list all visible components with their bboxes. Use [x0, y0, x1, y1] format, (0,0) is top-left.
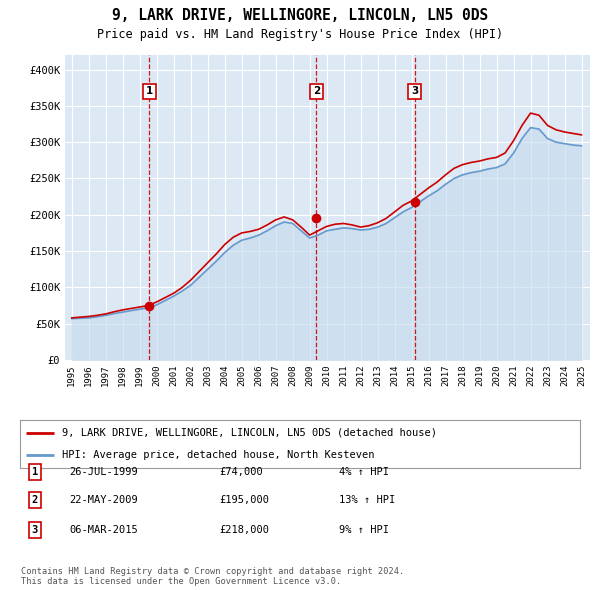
Text: 06-MAR-2015: 06-MAR-2015 — [69, 525, 138, 535]
Text: £74,000: £74,000 — [219, 467, 263, 477]
Text: 3: 3 — [32, 525, 38, 535]
Text: 2: 2 — [313, 86, 320, 96]
Text: 22-MAY-2009: 22-MAY-2009 — [69, 495, 138, 505]
Text: 9, LARK DRIVE, WELLINGORE, LINCOLN, LN5 0DS: 9, LARK DRIVE, WELLINGORE, LINCOLN, LN5 … — [112, 8, 488, 23]
Text: 9, LARK DRIVE, WELLINGORE, LINCOLN, LN5 0DS (detached house): 9, LARK DRIVE, WELLINGORE, LINCOLN, LN5 … — [62, 428, 437, 438]
Text: £218,000: £218,000 — [219, 525, 269, 535]
Text: 3: 3 — [411, 86, 418, 96]
Text: 1: 1 — [146, 86, 153, 96]
Text: 4% ↑ HPI: 4% ↑ HPI — [339, 467, 389, 477]
Text: £195,000: £195,000 — [219, 495, 269, 505]
Text: 1: 1 — [32, 467, 38, 477]
Text: HPI: Average price, detached house, North Kesteven: HPI: Average price, detached house, Nort… — [62, 450, 374, 460]
Text: Contains HM Land Registry data © Crown copyright and database right 2024.
This d: Contains HM Land Registry data © Crown c… — [21, 566, 404, 586]
Text: 2: 2 — [32, 495, 38, 505]
Text: Price paid vs. HM Land Registry's House Price Index (HPI): Price paid vs. HM Land Registry's House … — [97, 28, 503, 41]
Text: 9% ↑ HPI: 9% ↑ HPI — [339, 525, 389, 535]
Text: 13% ↑ HPI: 13% ↑ HPI — [339, 495, 395, 505]
Text: 26-JUL-1999: 26-JUL-1999 — [69, 467, 138, 477]
